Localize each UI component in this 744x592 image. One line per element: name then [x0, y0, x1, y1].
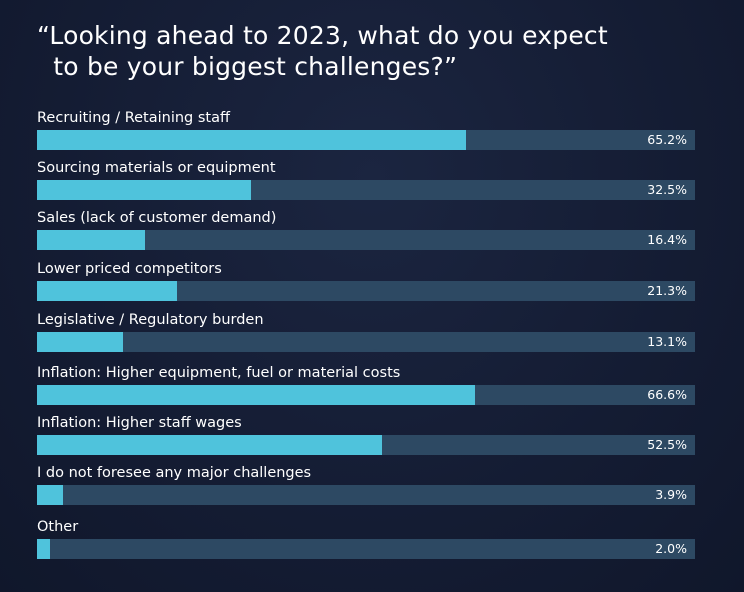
- value-label: 13.1%: [647, 334, 687, 349]
- bar: [37, 539, 51, 559]
- chart-title-line-2: to be your biggest challenges?”: [53, 52, 458, 81]
- bar-track: 16.4%: [37, 230, 695, 250]
- bar-track: 66.6%: [37, 385, 695, 405]
- bar-track: 13.1%: [37, 332, 695, 352]
- category-label: I do not foresee any major challenges: [37, 465, 312, 481]
- category-label: Sourcing materials or equipment: [37, 160, 276, 176]
- bar: [37, 332, 124, 352]
- chart-title-line-1: “Looking ahead to 2023, what do you expe…: [37, 21, 608, 50]
- value-label: 52.5%: [647, 437, 687, 452]
- category-label: Lower priced competitors: [37, 261, 222, 277]
- bar-track: 3.9%: [37, 485, 695, 505]
- chart-title: “Looking ahead to 2023, what do you expe…: [37, 20, 677, 82]
- value-label: 16.4%: [647, 232, 687, 247]
- bar-track: 32.5%: [37, 180, 695, 200]
- bar: [37, 281, 178, 301]
- category-label: Other: [37, 519, 79, 535]
- bar: [37, 180, 251, 200]
- category-label: Recruiting / Retaining staff: [37, 110, 230, 126]
- bar-track: 52.5%: [37, 435, 695, 455]
- category-label: Legislative / Regulatory burden: [37, 312, 264, 328]
- value-label: 3.9%: [655, 487, 687, 502]
- category-label: Inflation: Higher equipment, fuel or mat…: [37, 365, 401, 381]
- bar: [37, 385, 476, 405]
- bar: [37, 130, 467, 150]
- value-label: 32.5%: [647, 182, 687, 197]
- bar-track: 65.2%: [37, 130, 695, 150]
- bar: [37, 230, 145, 250]
- value-label: 2.0%: [655, 541, 687, 556]
- bar-track: 21.3%: [37, 281, 695, 301]
- value-label: 65.2%: [647, 132, 687, 147]
- bar: [37, 435, 383, 455]
- category-label: Sales (lack of customer demand): [37, 210, 277, 226]
- category-label: Inflation: Higher staff wages: [37, 415, 242, 431]
- value-label: 21.3%: [647, 283, 687, 298]
- value-label: 66.6%: [647, 387, 687, 402]
- bar: [37, 485, 63, 505]
- bar-track: 2.0%: [37, 539, 695, 559]
